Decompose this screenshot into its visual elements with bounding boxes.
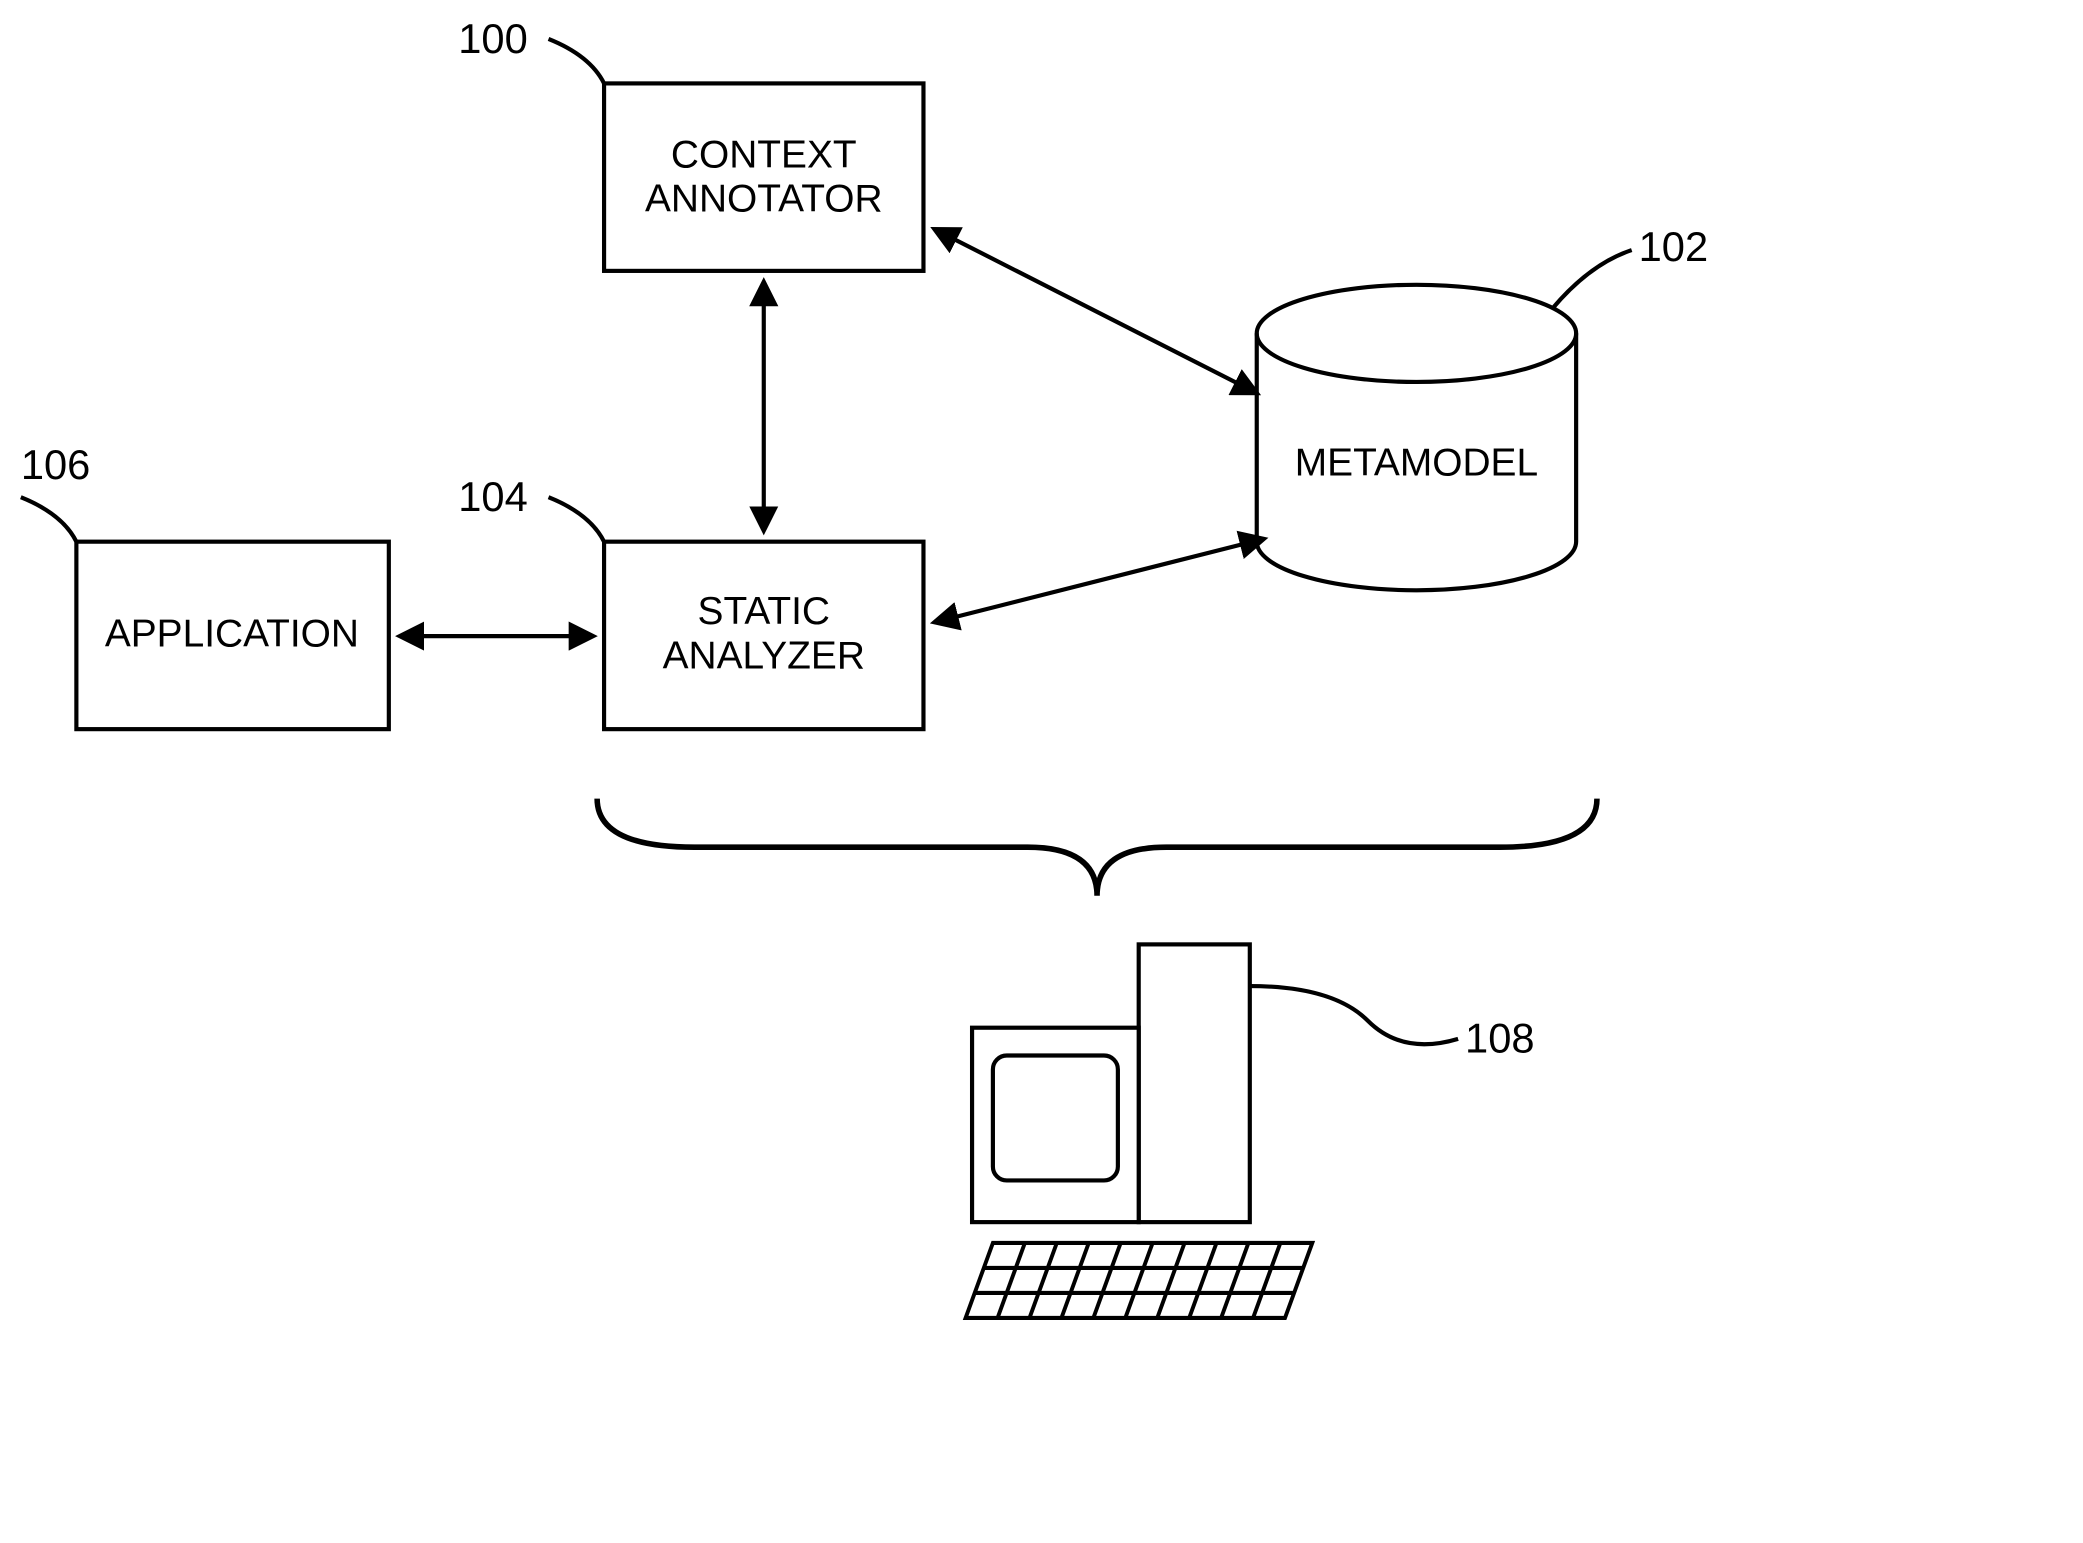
diagram-canvas: CONTEXT ANNOTATOR 100 METAMODEL 102 STAT… [0, 0, 2083, 1543]
ref-104: 104 [458, 473, 604, 542]
ref-108-label: 108 [1465, 1015, 1535, 1062]
context-annotator-label-1: CONTEXT [671, 133, 857, 176]
ref-100-label: 100 [458, 15, 528, 62]
metamodel-node: METAMODEL [1257, 285, 1576, 591]
application-node: APPLICATION [76, 542, 388, 729]
edge-static-metamodel [935, 539, 1264, 622]
ref-106: 106 [21, 441, 91, 541]
application-label: APPLICATION [105, 612, 359, 655]
ref-106-label: 106 [21, 441, 91, 488]
ref-108: 108 [1250, 986, 1535, 1062]
edge-context-metamodel [935, 229, 1257, 393]
ref-104-label: 104 [458, 473, 528, 520]
static-analyzer-label-2: ANALYZER [663, 635, 865, 678]
ref-102-label: 102 [1639, 223, 1709, 270]
context-annotator-node: CONTEXT ANNOTATOR [604, 83, 923, 270]
metamodel-label: METAMODEL [1295, 442, 1538, 485]
context-annotator-label-2: ANNOTATOR [645, 178, 883, 221]
static-analyzer-label-1: STATIC [698, 590, 830, 633]
grouping-brace [597, 799, 1597, 896]
static-analyzer-node: STATIC ANALYZER [604, 542, 923, 729]
ref-100: 100 [458, 15, 604, 84]
ref-102: 102 [1553, 223, 1709, 308]
computer-icon [966, 944, 1313, 1318]
